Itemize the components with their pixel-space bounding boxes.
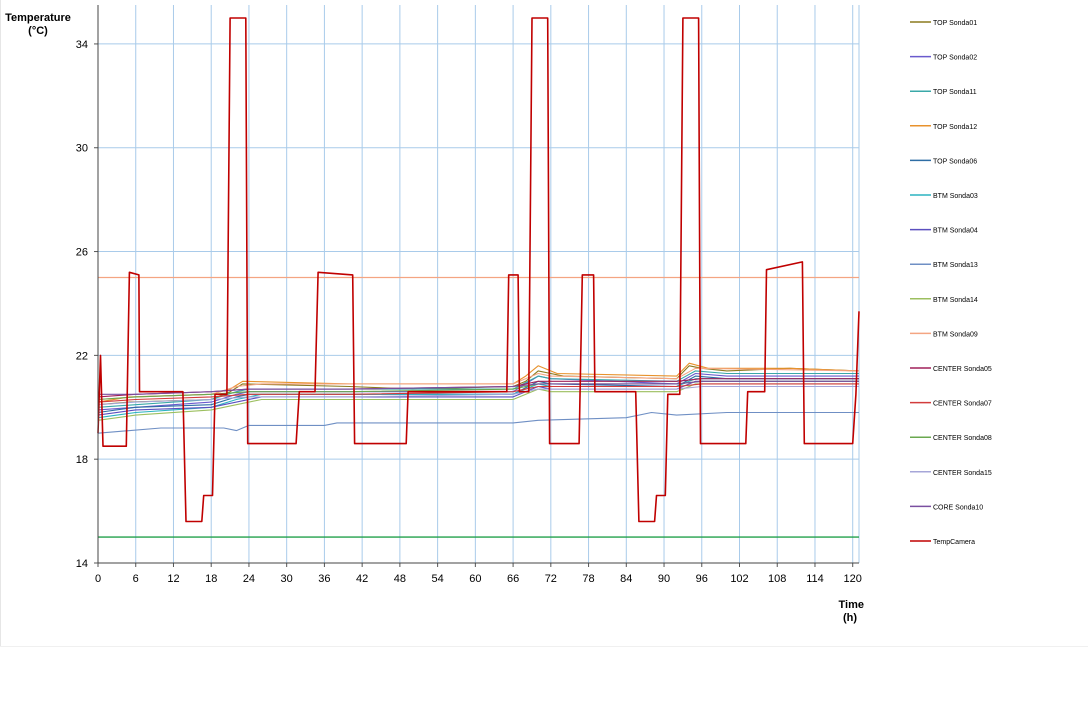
grid bbox=[98, 5, 860, 563]
legend-label: BTM Sonda13 bbox=[933, 262, 978, 269]
x-tick-label: 96 bbox=[696, 573, 708, 585]
series-line-btm-sonda13 bbox=[97, 411, 859, 434]
legend-label: CORE Sonda10 bbox=[933, 504, 983, 511]
series-line-center-sonda07 bbox=[97, 383, 859, 403]
legend-label: BTM Sonda03 bbox=[933, 193, 978, 200]
y-tick-label: 26 bbox=[76, 247, 88, 259]
legend-label: CENTER Sonda15 bbox=[933, 470, 992, 477]
x-tick-label: 90 bbox=[658, 573, 670, 585]
y-tick-label: 30 bbox=[76, 143, 88, 155]
x-tick-label: 66 bbox=[507, 573, 519, 585]
legend-label: BTM Sonda04 bbox=[933, 228, 978, 235]
legend-label: CENTER Sonda07 bbox=[933, 401, 992, 408]
axis-labels: Temperature (°C) Time (h) bbox=[5, 12, 864, 624]
series-line-tempcamera bbox=[97, 17, 860, 523]
y-tick-label: 14 bbox=[76, 558, 88, 570]
legend-label: BTM Sonda09 bbox=[933, 331, 978, 338]
x-tick-label: 78 bbox=[582, 573, 594, 585]
y-tick-label: 18 bbox=[76, 454, 88, 466]
x-tick-label: 18 bbox=[205, 573, 217, 585]
legend-label: TOP Sonda11 bbox=[933, 89, 977, 96]
axes: 0 6 12 18 24 30 36 42 48 54 60 66 72 78 84 90 96 102 108 11… bbox=[76, 5, 862, 585]
y-tick-label: 22 bbox=[76, 350, 88, 362]
y-axis-label-line2: (°C) bbox=[28, 25, 48, 37]
x-tick-label: 84 bbox=[620, 573, 632, 585]
x-tick-label: 42 bbox=[356, 573, 368, 585]
x-tick-label: 0 bbox=[95, 573, 101, 585]
y-axis-label-line1: Temperature bbox=[5, 12, 71, 24]
x-tick-label: 114 bbox=[806, 573, 824, 585]
x-tick-label: 24 bbox=[243, 573, 255, 585]
left-edge-divider bbox=[0, 0, 1, 646]
legend-label: TOP Sonda01 bbox=[933, 20, 977, 27]
x-tick-label: 48 bbox=[394, 573, 406, 585]
x-tick-label: 12 bbox=[167, 573, 179, 585]
legend: TOP Sonda01 TOP Sonda02 TOP Sonda11 TOP Son… bbox=[910, 20, 992, 546]
x-tick-label: 6 bbox=[133, 573, 139, 585]
x-tick-label: 54 bbox=[431, 573, 443, 585]
legend-label: TOP Sonda06 bbox=[933, 158, 977, 165]
series-lines bbox=[97, 17, 860, 523]
x-tick-label: 120 bbox=[844, 573, 862, 585]
bottom-edge-divider bbox=[0, 646, 1088, 647]
reference-lines bbox=[98, 276, 859, 538]
y-tick-label: 34 bbox=[76, 39, 88, 51]
x-axis-label-line1: Time bbox=[839, 599, 864, 611]
series-line-btm-sonda03 bbox=[97, 378, 859, 419]
legend-label: CENTER Sonda05 bbox=[933, 366, 992, 373]
x-tick-label: 108 bbox=[768, 573, 786, 585]
legend-label: CENTER Sonda08 bbox=[933, 435, 992, 442]
legend-label: TOP Sonda12 bbox=[933, 124, 977, 131]
x-tick-label: 60 bbox=[469, 573, 481, 585]
x-axis-label-line2: (h) bbox=[843, 612, 857, 624]
x-tick-label: 102 bbox=[730, 573, 748, 585]
series-line-center-sonda15 bbox=[97, 385, 859, 406]
legend-label: BTM Sonda14 bbox=[933, 297, 978, 304]
x-tick-label: 72 bbox=[545, 573, 557, 585]
x-tick-label: 30 bbox=[281, 573, 293, 585]
legend-label: TOP Sonda02 bbox=[933, 55, 977, 62]
series-line-core-sonda10 bbox=[98, 380, 859, 395]
x-tick-label: 36 bbox=[318, 573, 330, 585]
legend-label: TempCamera bbox=[933, 539, 975, 546]
